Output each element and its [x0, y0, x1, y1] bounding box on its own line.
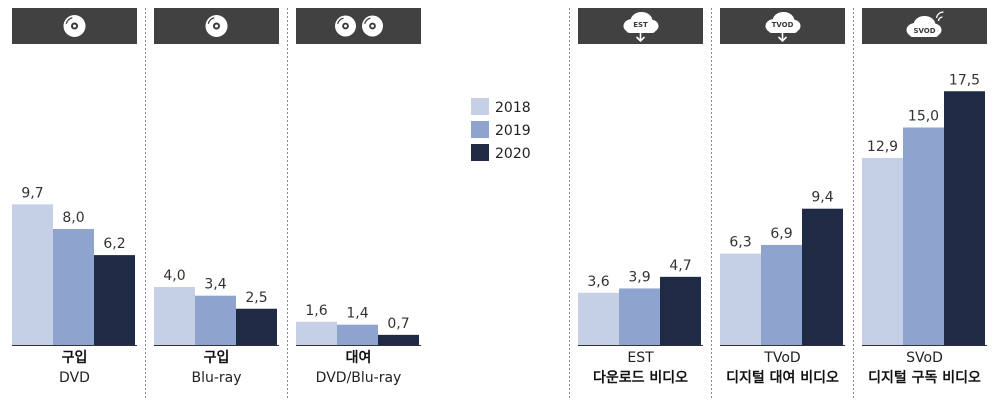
- cloud-download-icon: EST: [623, 12, 659, 43]
- group-header-0: [12, 8, 137, 44]
- bar-2-1: [337, 324, 378, 345]
- legend-item-2018: 2018: [471, 98, 531, 116]
- bar-5-1: [903, 127, 944, 345]
- signal-waves: [937, 16, 943, 22]
- icon-badge-text: TVOD: [772, 21, 794, 29]
- value-label-0-1: 8,0: [62, 210, 84, 226]
- bar-5-2: [944, 91, 985, 345]
- cloud-download-icon: TVOD: [765, 12, 801, 43]
- category-label-primary-3: EST: [627, 350, 654, 366]
- legend-label: 2018: [495, 100, 531, 116]
- bar-3-1: [619, 288, 660, 345]
- bar-3-2: [660, 276, 701, 345]
- group-header-5: SVOD: [862, 8, 987, 44]
- icon-badge-text: EST: [633, 21, 648, 29]
- cloud-streaming-icon: SVOD: [906, 11, 944, 37]
- category-label-primary-1: 구입: [204, 350, 230, 366]
- bar-1-0: [154, 287, 195, 345]
- value-label-2-0: 1,6: [305, 303, 327, 319]
- bluray-disc-icon: [205, 15, 228, 37]
- bar-4-0: [720, 253, 761, 345]
- value-label-0-0: 9,7: [21, 185, 43, 201]
- value-label-1-2: 2,5: [245, 290, 267, 306]
- group-header-2: [296, 8, 421, 44]
- value-label-4-0: 6,3: [729, 235, 751, 251]
- category-label-primary-4: TVoD: [763, 350, 800, 366]
- value-label-1-1: 3,4: [204, 277, 226, 293]
- dvd-disc-icon: [63, 15, 86, 37]
- legend-item-2020: 2020: [471, 144, 531, 162]
- category-label-primary-2: 대여: [346, 349, 372, 366]
- value-label-5-1: 15,0: [908, 109, 939, 125]
- value-label-5-2: 17,5: [949, 72, 980, 88]
- category-label-secondary-0: DVD: [59, 370, 90, 386]
- value-label-3-1: 3,9: [628, 269, 650, 285]
- legend: 2018 2019 2020: [471, 98, 531, 162]
- group-header-1: [154, 8, 279, 44]
- value-label-5-0: 12,9: [867, 139, 898, 155]
- category-label-secondary-5: 디지털 구독 비디오: [868, 369, 981, 386]
- legend-label: 2019: [495, 123, 531, 139]
- value-label-4-2: 9,4: [811, 190, 833, 206]
- bar-3-0: [578, 292, 619, 345]
- value-label-2-2: 0,7: [387, 316, 409, 332]
- value-labels: 9,7 8,0 6,2 4,0 3,4 2,5 1,6 1,4 0,7 3,6 3,9 4,7 6,3 6…: [21, 72, 980, 332]
- bar-2-0: [296, 321, 337, 345]
- group-header-box: [296, 8, 421, 44]
- group-separators: [145, 8, 854, 398]
- icon-badge-text: SVOD: [913, 27, 935, 35]
- bluray-disc-icon: [362, 15, 383, 37]
- legend-swatch: [471, 144, 489, 161]
- value-label-0-2: 6,2: [103, 236, 125, 252]
- legend-item-2019: 2019: [471, 121, 531, 139]
- bar-0-2: [94, 255, 135, 345]
- value-label-4-1: 6,9: [770, 226, 792, 242]
- bar-1-2: [236, 308, 277, 345]
- legend-label: 2020: [495, 146, 531, 162]
- bar-5-0: [862, 157, 903, 345]
- category-label-primary-0: 구입: [62, 350, 88, 366]
- category-label-secondary-3: 다운로드 비디오: [593, 370, 688, 386]
- value-label-3-0: 3,6: [587, 274, 609, 290]
- group-header-4: TVOD: [720, 8, 845, 44]
- group-header-3: EST: [578, 8, 703, 44]
- bar-0-1: [53, 229, 94, 345]
- bar-1-1: [195, 295, 236, 345]
- category-label-primary-5: SVoD: [906, 350, 943, 366]
- category-label-secondary-2: DVD/Blu-ray: [316, 370, 402, 386]
- legend-swatch: [471, 98, 489, 115]
- bar-4-2: [802, 208, 843, 345]
- group-header-icons: EST TVOD SVOD: [12, 8, 987, 44]
- category-label-secondary-4: 디지털 대여 비디오: [726, 369, 839, 386]
- category-label-secondary-1: Blu-ray: [191, 370, 241, 386]
- value-label-3-2: 4,7: [669, 258, 691, 274]
- bar-4-1: [761, 244, 802, 345]
- category-labels: 구입 DVD 구입 Blu-ray 대여 DVD/Blu-ray EST 다운로드 비디오 TV…: [59, 349, 981, 386]
- dvd-disc-icon: [335, 15, 356, 37]
- value-label-2-1: 1,4: [346, 306, 368, 322]
- legend-swatch: [471, 121, 489, 138]
- bar-2-2: [378, 334, 419, 345]
- bars: [12, 91, 985, 345]
- value-label-1-0: 4,0: [163, 268, 185, 284]
- bar-0-0: [12, 204, 53, 345]
